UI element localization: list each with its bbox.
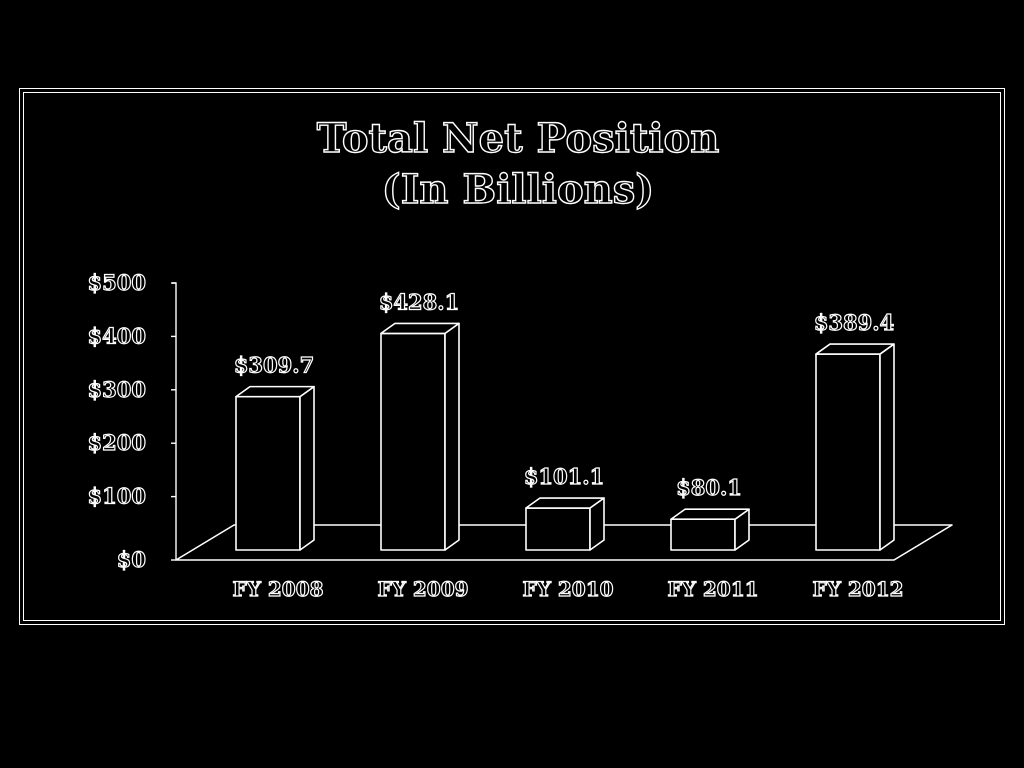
bar-top-face: [525, 497, 605, 509]
y-tick-label: $500: [88, 270, 146, 295]
bar-front-face: [670, 518, 736, 551]
bar-front-face: [815, 353, 881, 551]
y-axis-line: [172, 282, 177, 560]
y-tick-label: $200: [88, 430, 146, 455]
x-tick-label: FY 2011: [667, 577, 758, 601]
y-tick-label: $0: [117, 547, 146, 572]
bar: [525, 497, 605, 551]
chart-frame: [19, 88, 1005, 625]
bar: [380, 322, 460, 551]
x-tick-label: FY 2012: [812, 577, 903, 601]
bar-front-face: [525, 507, 591, 551]
y-axis: $0 $100 $200 $300 $400 $500: [87, 269, 177, 573]
x-tick-label: FY 2009: [377, 577, 468, 601]
bar: [815, 343, 895, 551]
y-tick-label: $300: [88, 377, 146, 402]
bar-top-face: [235, 385, 315, 398]
y-tick-label: $100: [88, 484, 146, 509]
bar-top-face: [380, 322, 460, 335]
y-tick-label: $400: [88, 323, 146, 348]
bar-side-face: [879, 343, 895, 551]
bar-side-face: [299, 385, 315, 551]
bar-top-face: [815, 343, 895, 355]
bar-front-face: [235, 395, 301, 551]
data-label: $101.1: [524, 464, 604, 489]
data-label: $428.1: [379, 289, 459, 314]
chart-subtitle: (In Billions): [382, 166, 654, 213]
chart-title: Total Net Position: [317, 115, 720, 162]
bar-front-face: [380, 332, 446, 551]
x-tick-label: FY 2010: [522, 577, 613, 601]
bars: [235, 322, 895, 551]
bar-side-face: [444, 322, 460, 551]
data-label: $80.1: [676, 475, 742, 500]
x-tick-label: FY 2008: [232, 577, 323, 601]
bar: [670, 508, 750, 551]
bar-top-face: [670, 508, 750, 521]
data-label: $309.7: [234, 353, 314, 378]
data-label: $389.4: [814, 310, 894, 335]
bar: [235, 385, 315, 551]
labels: $309.7 FY 2008 $428.1 FY 2009 $101.1 FY 2010 $…: [232, 289, 904, 602]
